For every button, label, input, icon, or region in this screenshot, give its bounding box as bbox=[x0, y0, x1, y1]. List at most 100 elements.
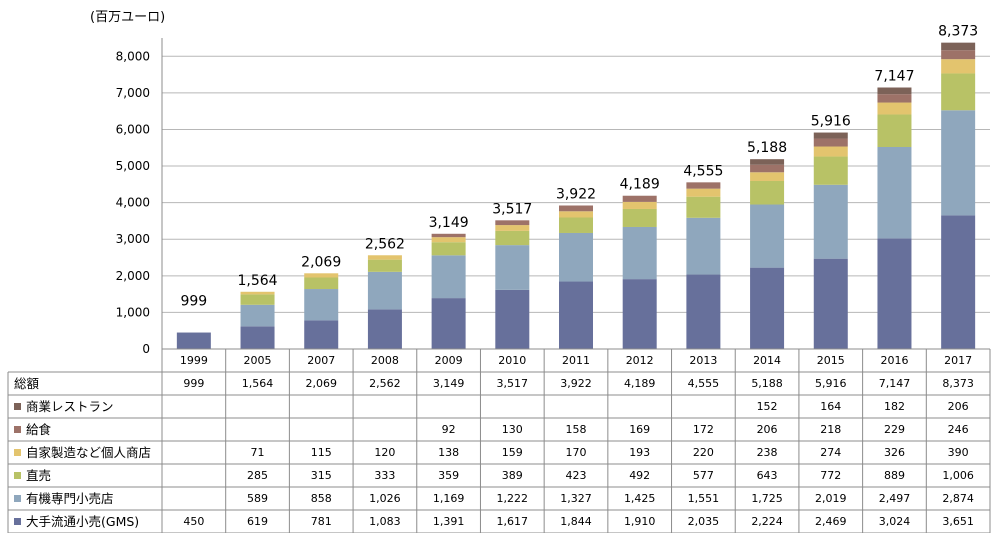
data-label: 619 bbox=[247, 515, 268, 528]
data-label: 889 bbox=[884, 469, 905, 482]
bar-segment bbox=[240, 326, 275, 349]
y-tick-label: 3,000 bbox=[116, 232, 150, 246]
bar-segment bbox=[240, 294, 275, 305]
bar-segment bbox=[750, 159, 785, 165]
bar-segment bbox=[877, 102, 912, 115]
bar-segment bbox=[750, 204, 785, 268]
data-label: 577 bbox=[693, 469, 714, 482]
bar-segment bbox=[495, 245, 530, 290]
bar-segment bbox=[686, 196, 721, 218]
data-label: 130 bbox=[502, 423, 523, 436]
data-label: 1,083 bbox=[369, 515, 401, 528]
bar-segment bbox=[813, 138, 848, 147]
data-label: 450 bbox=[183, 515, 204, 528]
data-label: 3,024 bbox=[879, 515, 911, 528]
x-tick-label: 2005 bbox=[244, 354, 272, 367]
x-tick-label: 2009 bbox=[435, 354, 463, 367]
x-tick-label: 2011 bbox=[562, 354, 590, 367]
data-label: 220 bbox=[693, 446, 714, 459]
data-label: 315 bbox=[311, 469, 332, 482]
bar-segment bbox=[431, 255, 466, 299]
y-tick-label: 7,000 bbox=[116, 86, 150, 100]
data-label: 1,006 bbox=[942, 469, 974, 482]
data-label: 781 bbox=[311, 515, 332, 528]
data-label: 92 bbox=[442, 423, 456, 436]
data-label: 229 bbox=[884, 423, 905, 436]
data-label: 218 bbox=[820, 423, 841, 436]
total-labels: 999 1,564 2,069 2,562 3,149 3,517 3,922 4,189 4,… bbox=[180, 24, 978, 310]
bar-segment bbox=[877, 146, 912, 239]
data-label: 390 bbox=[948, 446, 969, 459]
total-label: 3,149 bbox=[429, 215, 469, 231]
bar-segment bbox=[686, 182, 721, 189]
bars bbox=[176, 42, 976, 349]
y-tick-label: 0 bbox=[142, 342, 150, 356]
bar-segment bbox=[176, 332, 211, 349]
bar-segment bbox=[367, 255, 402, 260]
data-label: 285 bbox=[247, 469, 268, 482]
bar-segment bbox=[495, 220, 530, 226]
legend-swatch bbox=[14, 472, 21, 479]
data-label: 1,564 bbox=[242, 377, 274, 390]
data-label: 169 bbox=[629, 423, 650, 436]
y-tick-label: 8,000 bbox=[116, 49, 150, 63]
bar-segment bbox=[367, 271, 402, 310]
data-label: 1,026 bbox=[369, 492, 401, 505]
bar-segment bbox=[559, 217, 593, 233]
data-label: 3,149 bbox=[433, 377, 465, 390]
unit-label: (百万ユーロ) bbox=[90, 10, 165, 25]
data-label: 115 bbox=[311, 446, 332, 459]
data-label: 138 bbox=[438, 446, 459, 459]
bar-segment bbox=[686, 217, 721, 275]
data-label: 4,555 bbox=[688, 377, 720, 390]
bar-segment bbox=[431, 233, 466, 238]
bar-segment bbox=[750, 164, 785, 173]
data-label: 4,189 bbox=[624, 377, 656, 390]
y-tick-label: 2,000 bbox=[116, 269, 150, 283]
bar-segment bbox=[813, 132, 848, 139]
data-label: 423 bbox=[566, 469, 587, 482]
data-label: 2,224 bbox=[751, 515, 783, 528]
data-label: 1,222 bbox=[497, 492, 529, 505]
data-label: 1,617 bbox=[497, 515, 529, 528]
bar-segment bbox=[367, 309, 402, 349]
total-label: 1,564 bbox=[237, 273, 277, 289]
bar-segment bbox=[686, 274, 721, 349]
data-label: 1,725 bbox=[751, 492, 783, 505]
bar-segment bbox=[495, 289, 530, 349]
data-label: 152 bbox=[757, 400, 778, 413]
bar-segment bbox=[813, 146, 848, 157]
data-label: 5,188 bbox=[751, 377, 783, 390]
data-label: 246 bbox=[948, 423, 969, 436]
data-label: 643 bbox=[757, 469, 778, 482]
legend-label: 有機専門小売店 bbox=[26, 491, 114, 506]
data-label: 206 bbox=[948, 400, 969, 413]
data-label: 120 bbox=[374, 446, 395, 459]
data-label: 359 bbox=[438, 469, 459, 482]
bar-segment bbox=[877, 114, 912, 147]
data-label: 326 bbox=[884, 446, 905, 459]
data-label: 1,169 bbox=[433, 492, 465, 505]
data-label: 1,425 bbox=[624, 492, 656, 505]
data-label: 274 bbox=[820, 446, 841, 459]
legend-label: 給食 bbox=[26, 422, 52, 437]
bar-segment bbox=[559, 211, 593, 218]
data-label: 333 bbox=[374, 469, 395, 482]
legend-swatch bbox=[14, 426, 21, 433]
bar-segment bbox=[686, 188, 721, 197]
bar-segment bbox=[622, 208, 657, 227]
total-label: 3,517 bbox=[492, 201, 532, 217]
bar-segment bbox=[750, 267, 785, 349]
data-label: 182 bbox=[884, 400, 905, 413]
bar-segment bbox=[495, 225, 530, 231]
bar-segment bbox=[622, 226, 657, 280]
data-label: 389 bbox=[502, 469, 523, 482]
data-label: 3,922 bbox=[560, 377, 592, 390]
x-tick-label: 2015 bbox=[817, 354, 845, 367]
data-label: 2,469 bbox=[815, 515, 847, 528]
total-label: 5,188 bbox=[747, 140, 787, 156]
data-label: 8,373 bbox=[942, 377, 974, 390]
data-label: 158 bbox=[566, 423, 587, 436]
bar-segment bbox=[941, 42, 976, 51]
data-label: 172 bbox=[693, 423, 714, 436]
